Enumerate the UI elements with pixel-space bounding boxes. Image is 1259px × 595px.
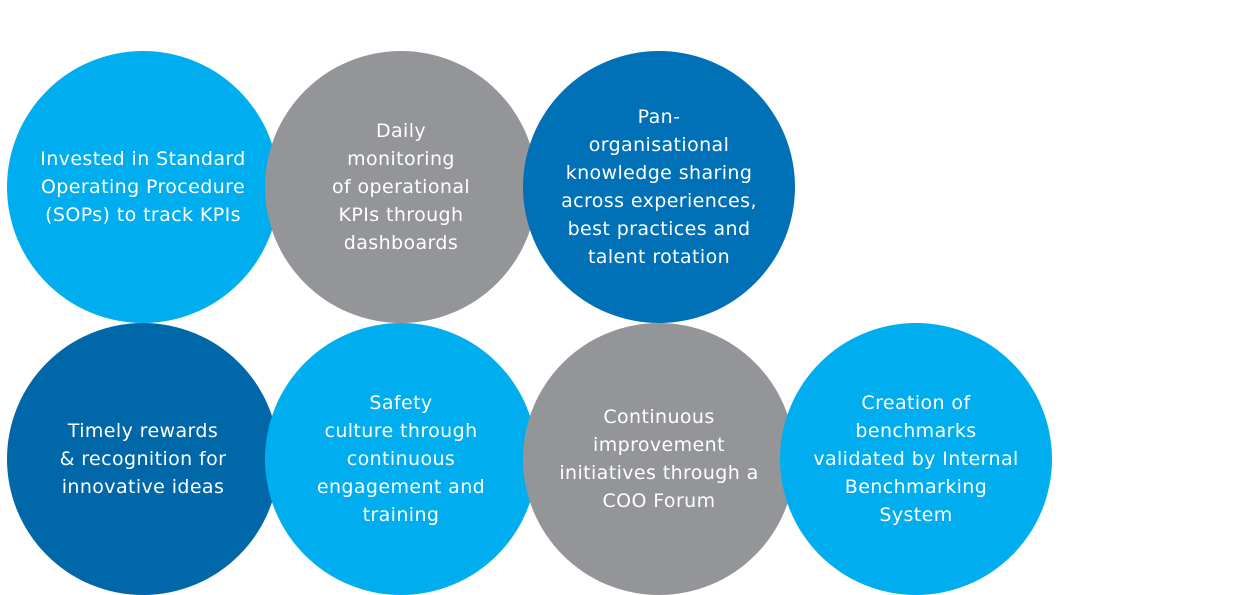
circle-safety-text: Safety culture through continuous engage… (316, 392, 486, 526)
circle-knowledge-sharing-text: Pan- organisational knowledge sharing ac… (561, 106, 757, 268)
circle-daily-monitoring-text: Daily monitoring of operational KPIs thr… (331, 120, 471, 254)
circle-knowledge-sharing: Pan- organisational knowledge sharing ac… (523, 51, 795, 323)
circle-benchmarks: Creation of benchmarks validated by Inte… (780, 323, 1052, 595)
circle-daily-monitoring: Daily monitoring of operational KPIs thr… (265, 51, 537, 323)
circle-sops-text: Invested in Standard Operating Procedure… (40, 148, 246, 226)
circle-benchmarks-text: Creation of benchmarks validated by Inte… (813, 392, 1019, 526)
circle-sops: Invested in Standard Operating Procedure… (7, 51, 279, 323)
circle-safety: Safety culture through continuous engage… (265, 323, 537, 595)
circle-continuous-improvement: Continuous improvement initiatives throu… (523, 323, 795, 595)
circle-rewards: Timely rewards & recognition for innovat… (7, 323, 279, 595)
circle-rewards-text: Timely rewards & recognition for innovat… (59, 420, 227, 498)
circle-continuous-improvement-text: Continuous improvement initiatives throu… (559, 406, 759, 512)
